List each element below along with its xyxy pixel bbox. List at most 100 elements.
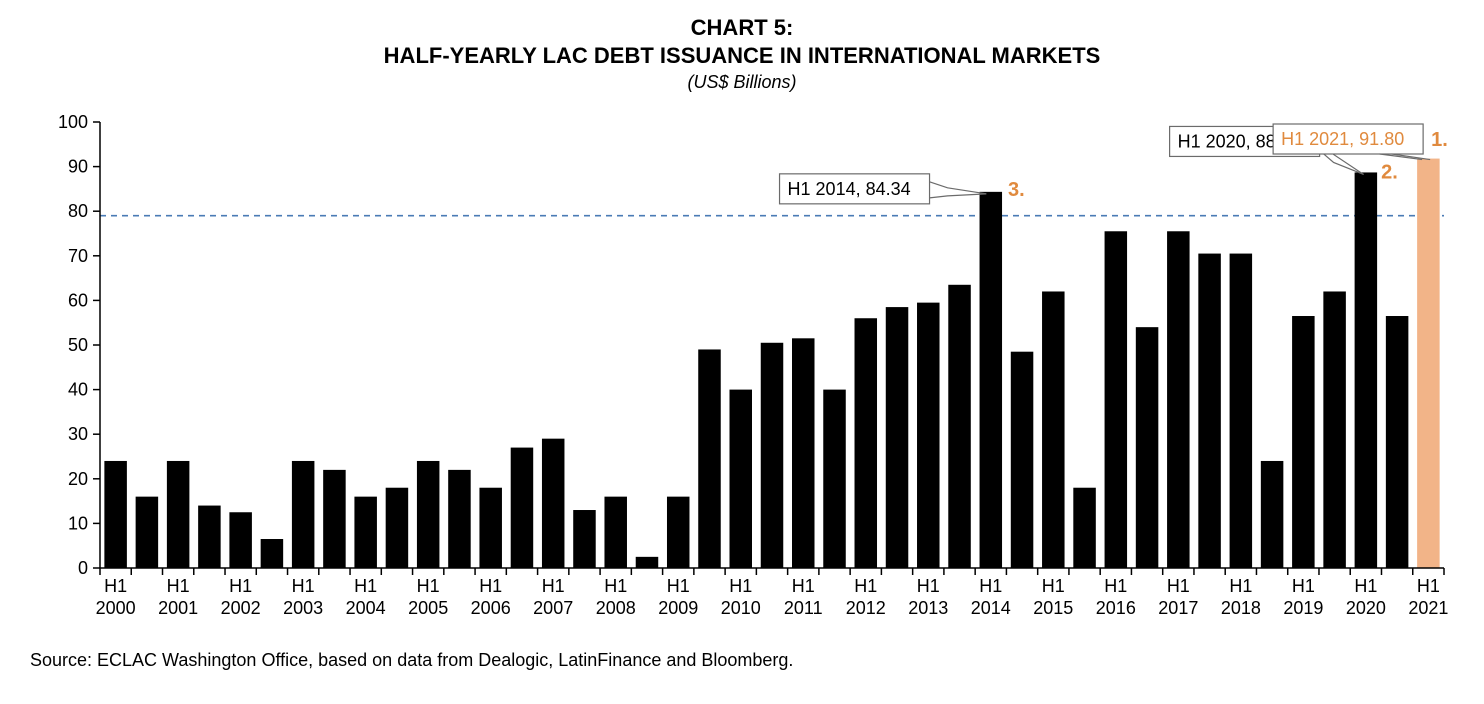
bar — [1042, 291, 1065, 568]
bar — [1011, 351, 1034, 567]
svg-text:60: 60 — [68, 290, 88, 310]
svg-text:2002: 2002 — [221, 598, 261, 618]
bar — [1198, 253, 1221, 567]
bar — [386, 487, 409, 567]
bar — [1386, 316, 1409, 568]
svg-text:H1: H1 — [417, 576, 440, 596]
bar — [417, 460, 440, 567]
svg-text:2014: 2014 — [971, 598, 1011, 618]
svg-text:2018: 2018 — [1221, 598, 1261, 618]
bar — [761, 342, 784, 567]
svg-text:H1: H1 — [604, 576, 627, 596]
svg-text:10: 10 — [68, 513, 88, 533]
svg-text:2013: 2013 — [908, 598, 948, 618]
bar — [636, 556, 659, 567]
bar — [1261, 460, 1284, 567]
svg-text:2005: 2005 — [408, 598, 448, 618]
svg-text:50: 50 — [68, 335, 88, 355]
svg-text:H1: H1 — [1417, 576, 1440, 596]
bar — [198, 505, 221, 567]
svg-text:H1: H1 — [729, 576, 752, 596]
svg-text:2010: 2010 — [721, 598, 761, 618]
svg-text:H1: H1 — [479, 576, 502, 596]
bar — [354, 496, 377, 567]
bar — [1417, 158, 1440, 567]
bar — [980, 191, 1003, 567]
callout-text: H1 2021, 91.80 — [1281, 129, 1404, 149]
svg-text:H1: H1 — [1042, 576, 1065, 596]
bar — [104, 460, 127, 567]
bar — [448, 469, 471, 567]
bar — [823, 389, 846, 567]
svg-text:2007: 2007 — [533, 598, 573, 618]
svg-text:H1: H1 — [792, 576, 815, 596]
svg-text:0: 0 — [78, 558, 88, 578]
svg-text:H1: H1 — [104, 576, 127, 596]
svg-text:2017: 2017 — [1158, 598, 1198, 618]
svg-text:20: 20 — [68, 468, 88, 488]
bar — [511, 447, 534, 567]
chart-container: CHART 5: HALF-YEARLY LAC DEBT ISSUANCE I… — [0, 0, 1484, 704]
svg-text:2001: 2001 — [158, 598, 198, 618]
svg-text:100: 100 — [58, 112, 88, 132]
bar — [1105, 231, 1128, 568]
bar — [604, 496, 627, 567]
bar — [729, 389, 752, 567]
chart-subtitle: (US$ Billions) — [30, 71, 1454, 94]
chart-title: HALF-YEARLY LAC DEBT ISSUANCE IN INTERNA… — [30, 42, 1454, 70]
svg-text:40: 40 — [68, 379, 88, 399]
svg-text:H1: H1 — [1104, 576, 1127, 596]
svg-text:2016: 2016 — [1096, 598, 1136, 618]
bar — [667, 496, 690, 567]
bar — [136, 496, 159, 567]
svg-text:H1: H1 — [1167, 576, 1190, 596]
bar — [917, 302, 940, 567]
bar — [1323, 291, 1346, 568]
bar — [948, 284, 971, 567]
bar — [479, 487, 502, 567]
svg-text:2019: 2019 — [1283, 598, 1323, 618]
bar — [698, 349, 721, 568]
svg-text:2021: 2021 — [1408, 598, 1448, 618]
chart-number: CHART 5: — [30, 14, 1454, 42]
svg-text:2020: 2020 — [1346, 598, 1386, 618]
callout-text: H1 2014, 84.34 — [788, 178, 911, 198]
bar — [792, 338, 815, 568]
svg-text:2011: 2011 — [784, 598, 823, 618]
svg-text:30: 30 — [68, 424, 88, 444]
svg-text:70: 70 — [68, 245, 88, 265]
bar — [292, 460, 315, 567]
bar — [855, 318, 878, 568]
bar — [167, 460, 190, 567]
rank-label: 3. — [1008, 178, 1025, 200]
bar — [1230, 253, 1253, 567]
svg-text:2004: 2004 — [346, 598, 386, 618]
svg-text:H1: H1 — [542, 576, 565, 596]
bar-chart-svg: 0102030405060708090100H12000H12001H12002… — [30, 112, 1454, 632]
svg-text:80: 80 — [68, 201, 88, 221]
svg-text:2009: 2009 — [658, 598, 698, 618]
bar — [229, 512, 252, 568]
svg-text:90: 90 — [68, 156, 88, 176]
rank-label: 1. — [1431, 129, 1448, 151]
bar — [1167, 231, 1190, 568]
bar — [1073, 487, 1096, 567]
bar — [886, 307, 909, 568]
chart-area: 0102030405060708090100H12000H12001H12002… — [30, 112, 1454, 632]
svg-text:H1: H1 — [667, 576, 690, 596]
title-block: CHART 5: HALF-YEARLY LAC DEBT ISSUANCE I… — [30, 14, 1454, 94]
bar — [1292, 316, 1315, 568]
bar — [323, 469, 346, 567]
bar — [1136, 327, 1159, 568]
svg-text:H1: H1 — [1292, 576, 1315, 596]
bar — [573, 510, 596, 568]
svg-text:H1: H1 — [1229, 576, 1252, 596]
rank-label: 2. — [1381, 161, 1398, 183]
svg-text:H1: H1 — [354, 576, 377, 596]
svg-text:2000: 2000 — [96, 598, 136, 618]
svg-text:H1: H1 — [292, 576, 315, 596]
svg-text:2003: 2003 — [283, 598, 323, 618]
source-note: Source: ECLAC Washington Office, based o… — [30, 650, 1454, 671]
svg-text:H1: H1 — [854, 576, 877, 596]
bar — [261, 539, 284, 568]
